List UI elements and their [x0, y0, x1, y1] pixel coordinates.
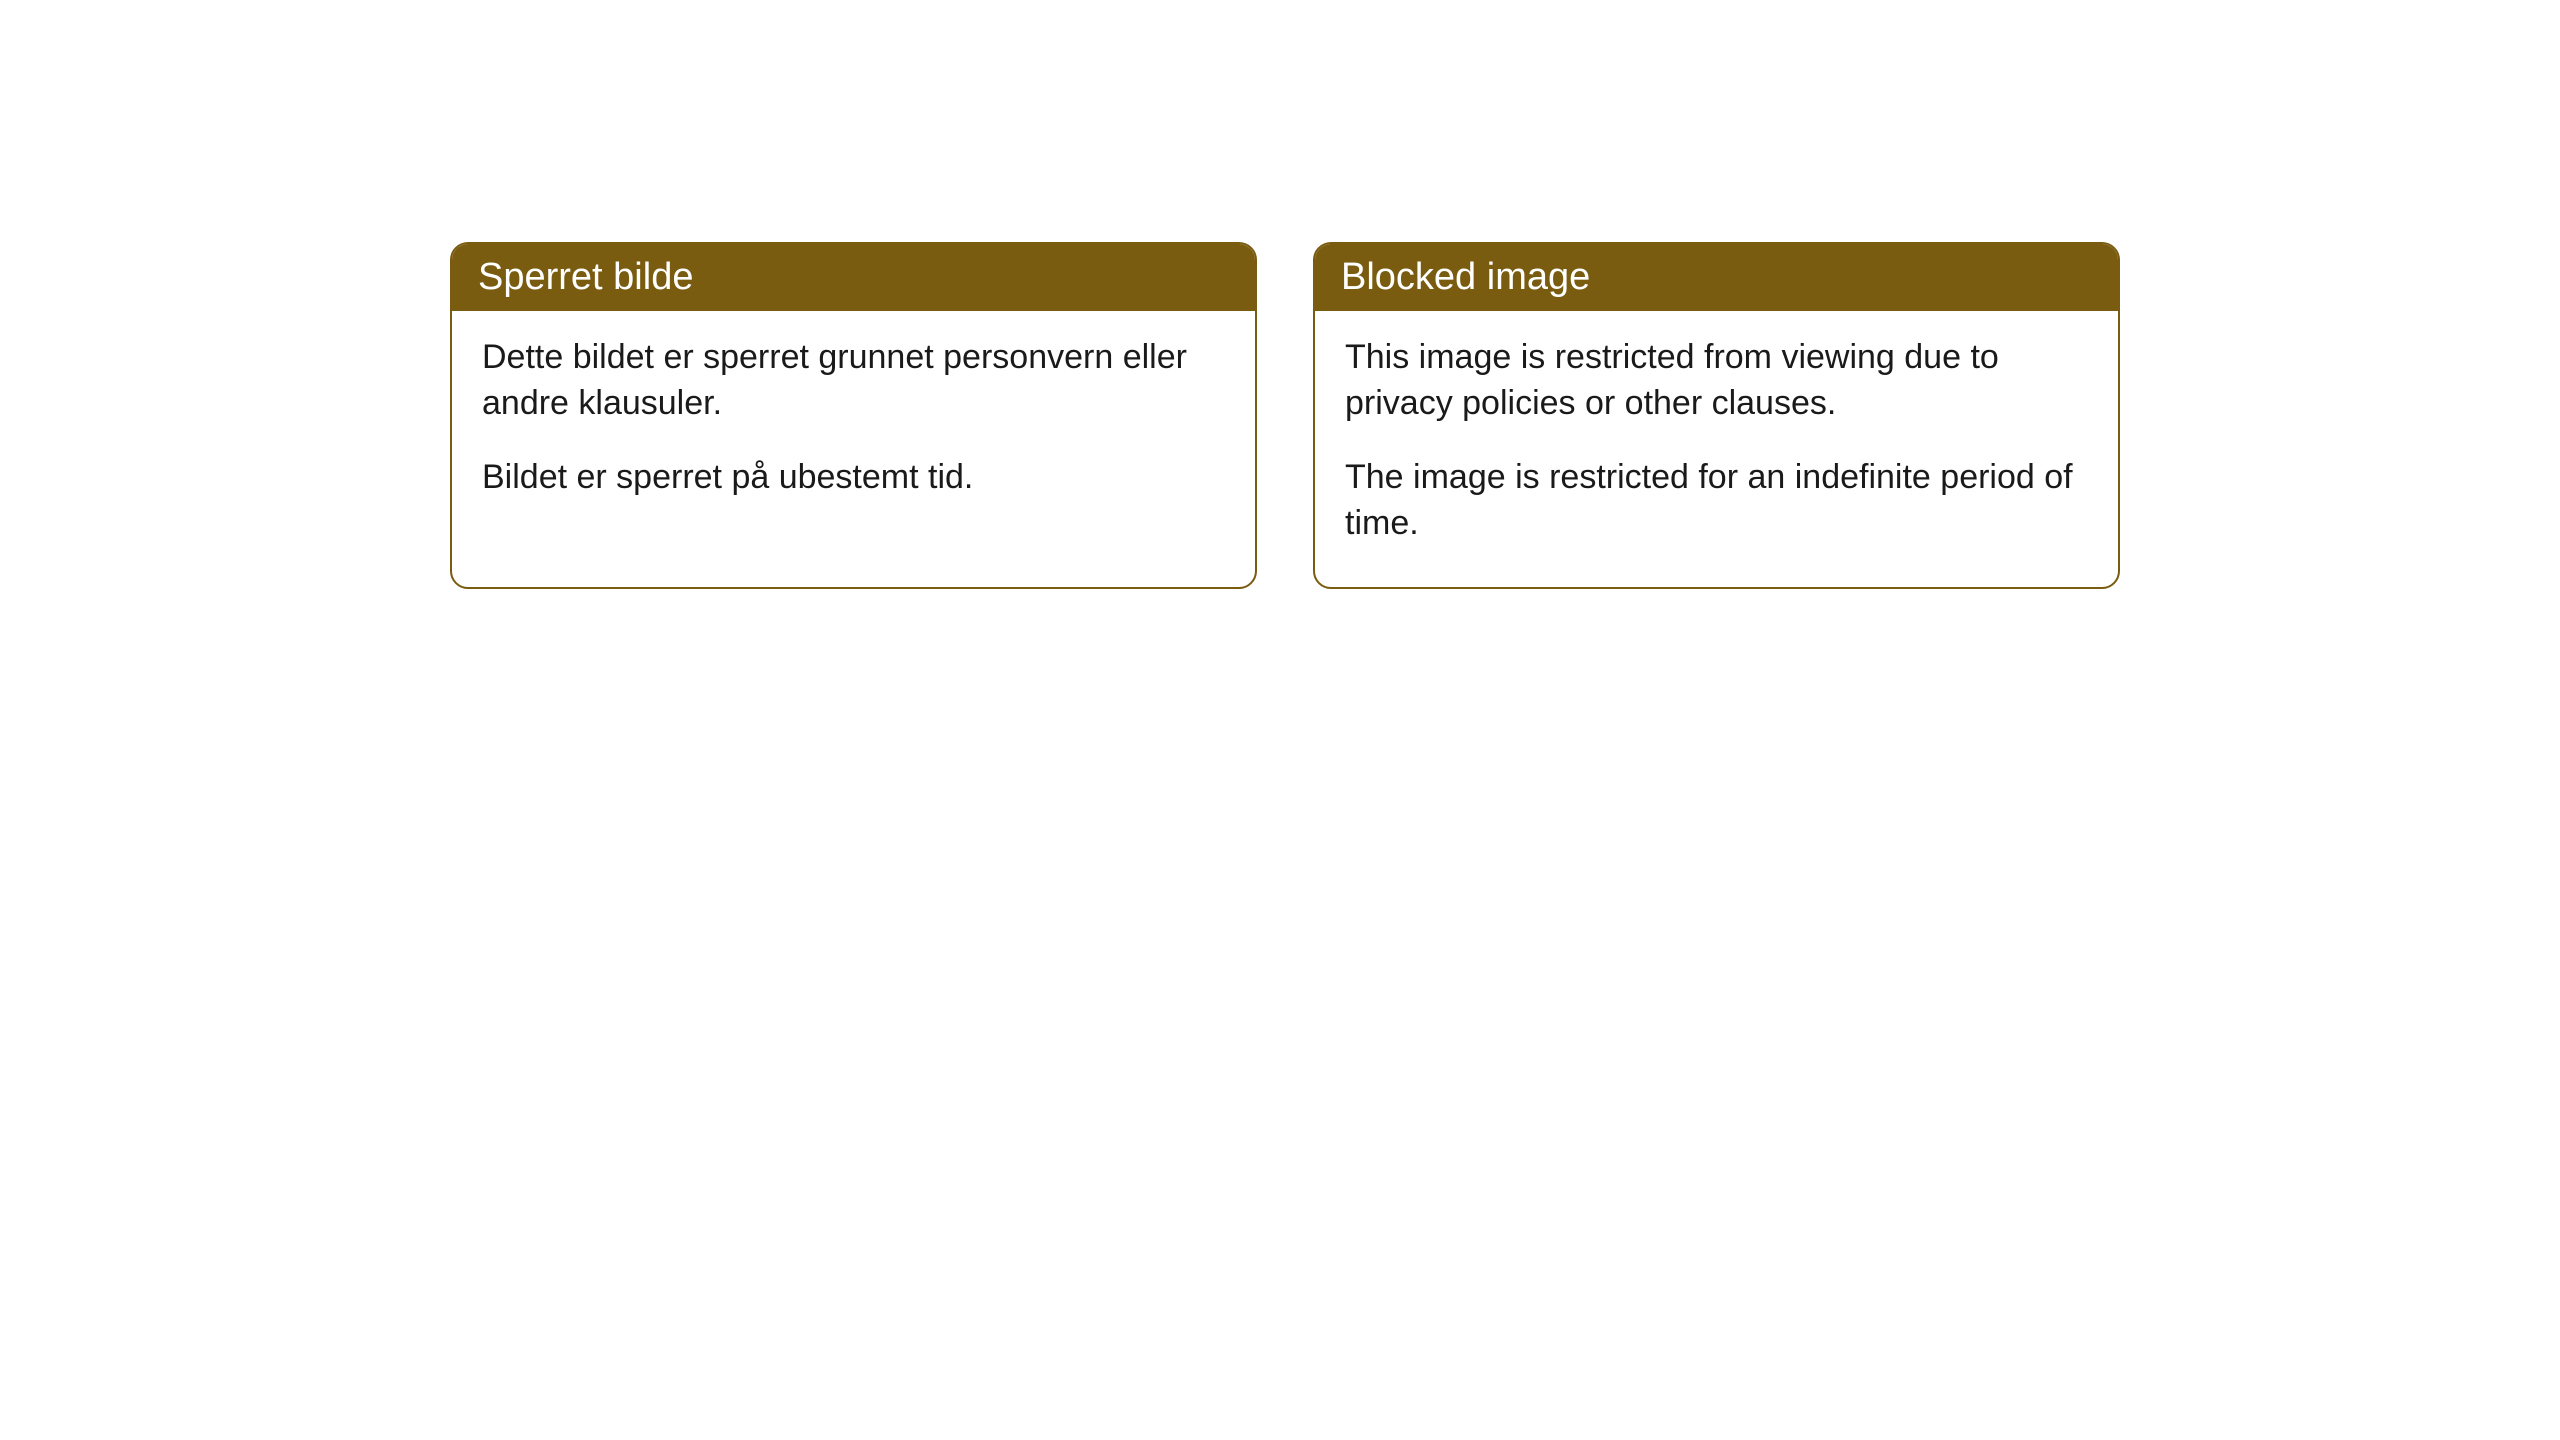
card-paragraph-no-1: Dette bildet er sperret grunnet personve…: [482, 335, 1225, 427]
blocked-image-card-no: Sperret bilde Dette bildet er sperret gr…: [450, 242, 1257, 589]
card-paragraph-en-1: This image is restricted from viewing du…: [1345, 335, 2088, 427]
card-title-no: Sperret bilde: [478, 256, 693, 298]
card-body-no: Dette bildet er sperret grunnet personve…: [452, 311, 1255, 541]
notice-cards-container: Sperret bilde Dette bildet er sperret gr…: [450, 242, 2120, 589]
card-title-en: Blocked image: [1341, 256, 1590, 298]
card-paragraph-en-2: The image is restricted for an indefinit…: [1345, 455, 2088, 547]
blocked-image-card-en: Blocked image This image is restricted f…: [1313, 242, 2120, 589]
card-paragraph-no-2: Bildet er sperret på ubestemt tid.: [482, 455, 1225, 501]
card-body-en: This image is restricted from viewing du…: [1315, 311, 2118, 587]
card-header-en: Blocked image: [1315, 244, 2118, 311]
card-header-no: Sperret bilde: [452, 244, 1255, 311]
